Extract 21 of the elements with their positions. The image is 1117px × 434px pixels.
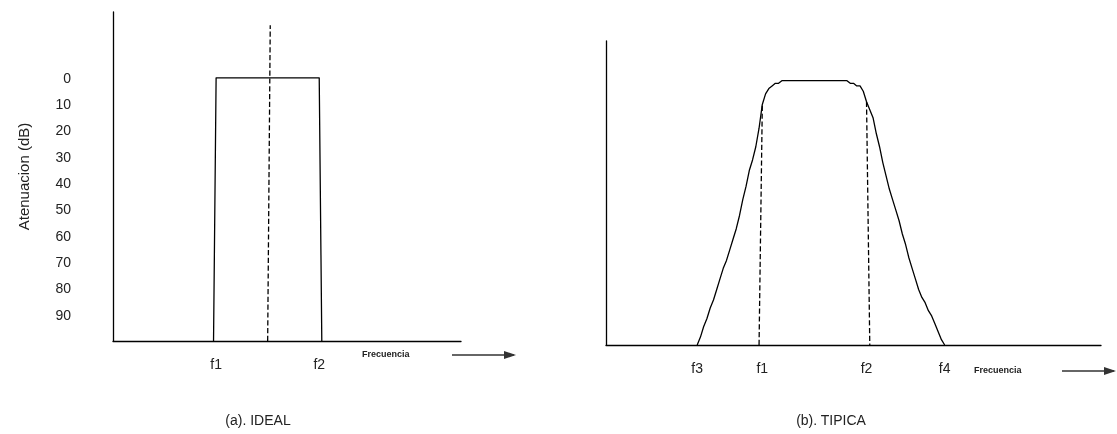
y-tick-label: 40 bbox=[55, 175, 72, 192]
x-tick-label: f3 bbox=[691, 360, 704, 376]
x-tick-label: f1 bbox=[756, 360, 769, 376]
y-axis-title: Atenuacion (dB) bbox=[15, 122, 32, 231]
y-tick-label: 20 bbox=[55, 122, 72, 139]
x-tick-label: f2 bbox=[313, 356, 326, 372]
y-tick-label: 90 bbox=[55, 306, 72, 323]
y-tick-label: 70 bbox=[55, 254, 72, 271]
x-axis-title: Frecuencia bbox=[362, 348, 411, 359]
y-tick-label: 10 bbox=[55, 96, 72, 113]
y-tick-label: 30 bbox=[55, 148, 72, 165]
y-tick-label: 0 bbox=[63, 69, 72, 86]
y-tick-label: 60 bbox=[55, 227, 72, 244]
x-axis-title: Frecuencia bbox=[974, 364, 1023, 375]
y-tick-label: 80 bbox=[55, 280, 72, 297]
x-tick-label: f2 bbox=[860, 360, 873, 376]
y-tick-label: 50 bbox=[55, 201, 72, 218]
x-tick-label: f4 bbox=[938, 360, 951, 376]
text: (a). IDEAL bbox=[225, 412, 291, 428]
x-tick-label: f1 bbox=[210, 356, 223, 372]
text: (b). TIPICA bbox=[796, 412, 867, 428]
